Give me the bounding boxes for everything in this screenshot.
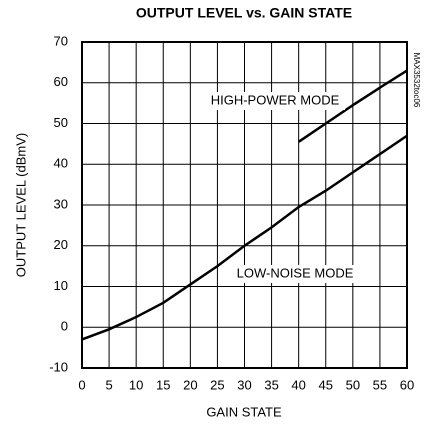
- x-tick-label: 45: [319, 377, 333, 392]
- x-tick-label: 50: [346, 377, 360, 392]
- series-label: LOW-NOISE MODE: [237, 265, 354, 280]
- x-tick-label: 10: [129, 377, 143, 392]
- y-tick-label: 50: [54, 115, 68, 130]
- plot-frame: [81, 41, 408, 369]
- y-tick-label: 40: [54, 156, 68, 171]
- y-tick-label: 20: [54, 237, 68, 252]
- x-tick-label: 60: [400, 377, 414, 392]
- x-tick-label: 40: [291, 377, 305, 392]
- series-label-bg: [225, 265, 365, 283]
- x-tick-label: 25: [210, 377, 224, 392]
- series-label-bg: [205, 92, 345, 110]
- x-tick-label: 5: [105, 377, 112, 392]
- x-tick-label: 20: [183, 377, 197, 392]
- x-tick-label: 15: [156, 377, 170, 392]
- chart-title: OUTPUT LEVEL vs. GAIN STATE: [136, 5, 352, 21]
- series-line: [81, 134, 408, 341]
- x-axis-label: GAIN STATE: [206, 404, 282, 419]
- x-tick-label: 0: [78, 377, 85, 392]
- series-line: [297, 69, 408, 143]
- x-tick-label: 35: [264, 377, 278, 392]
- x-tick-label: 55: [373, 377, 387, 392]
- side-label: MAX3532toc06: [412, 53, 421, 108]
- y-axis-label: OUTPUT LEVEL (dBmV): [13, 133, 28, 277]
- y-tick-label: 0: [61, 319, 68, 334]
- series-label: HIGH-POWER MODE: [211, 92, 340, 107]
- x-tick-label: 30: [237, 377, 251, 392]
- y-tick-label: 10: [54, 278, 68, 293]
- y-tick-label: 30: [54, 196, 68, 211]
- y-tick-label: -10: [49, 359, 68, 374]
- y-tick-label: 60: [54, 74, 68, 89]
- y-tick-label: 70: [54, 33, 68, 48]
